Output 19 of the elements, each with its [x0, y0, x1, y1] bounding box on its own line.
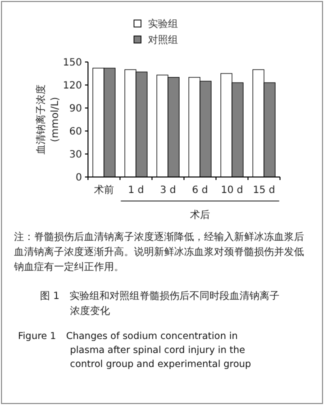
- x-tick-label: 10 d: [220, 185, 244, 196]
- y-tick-label: 0: [76, 172, 82, 184]
- legend-label: 实验组: [148, 18, 178, 30]
- y-tick-label: 30: [69, 150, 82, 160]
- x-tick-label: 术前: [94, 184, 114, 196]
- text: Figure 1 Changes of sodium concentration in plasma after spinal cord injury in the control group and experimental group: [18, 331, 252, 370]
- y-tick-label: 60: [69, 126, 82, 138]
- x-tick-label: 6 d: [192, 185, 208, 196]
- y-axis-title: 血清钠离子浓度 (mmol/L): [35, 84, 61, 154]
- x-tick-label: 15 d: [252, 185, 276, 196]
- x-tick-label: 1 d: [128, 185, 144, 196]
- legend-label: 对照组: [148, 34, 178, 46]
- x-axis-title: 术后: [190, 209, 210, 221]
- y-tick-label: 120: [62, 80, 82, 92]
- text: 图 1 实验组和对照组脊髓损伤后不同时段血清钠离子浓度变化: [40, 290, 280, 317]
- x-tick-label: 3 d: [160, 185, 176, 196]
- text: 注：脊髓损伤后血清钠离子浓度逐渐降低，经输入新鲜冰冻血浆后血清钠离子浓度逐渐升高。说明新鲜冰冻血浆对颈脊髓损伤并发低钠血症有一定纠正作用。: [13, 231, 304, 273]
- y-tick-label: 90: [69, 104, 82, 114]
- y-tick-label: 150: [62, 58, 82, 68]
